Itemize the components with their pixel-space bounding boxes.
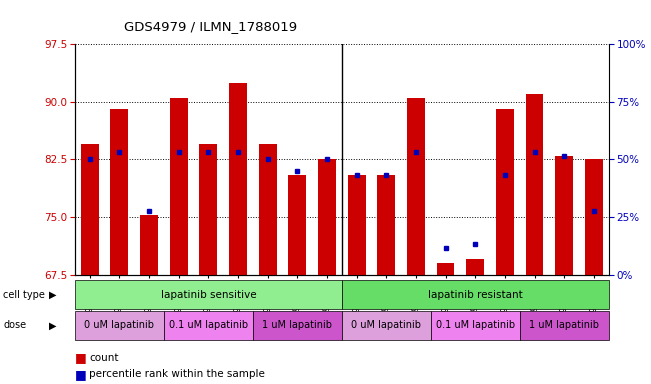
Bar: [437, 263, 454, 275]
Text: count: count: [89, 353, 118, 363]
Bar: [525, 94, 544, 275]
Text: 0.1 uM lapatinib: 0.1 uM lapatinib: [169, 320, 248, 331]
Text: cell type: cell type: [3, 290, 45, 300]
Bar: [431, 311, 519, 340]
Text: 0 uM lapatinib: 0 uM lapatinib: [352, 320, 421, 331]
Bar: [111, 109, 128, 275]
Bar: [199, 144, 217, 275]
Bar: [378, 175, 395, 275]
Text: ▶: ▶: [49, 290, 57, 300]
Text: ▶: ▶: [49, 320, 57, 331]
Text: 0 uM lapatinib: 0 uM lapatinib: [85, 320, 154, 331]
Bar: [164, 311, 253, 340]
Text: dose: dose: [3, 320, 27, 331]
Bar: [253, 311, 342, 340]
Bar: [229, 83, 247, 275]
Bar: [585, 159, 603, 275]
Bar: [140, 215, 158, 275]
Bar: [75, 280, 342, 309]
Bar: [519, 311, 609, 340]
Bar: [407, 98, 425, 275]
Bar: [318, 159, 336, 275]
Bar: [348, 175, 365, 275]
Bar: [75, 311, 164, 340]
Bar: [496, 109, 514, 275]
Bar: [342, 280, 609, 309]
Bar: [81, 144, 98, 275]
Text: GDS4979 / ILMN_1788019: GDS4979 / ILMN_1788019: [124, 20, 297, 33]
Bar: [170, 98, 187, 275]
Text: percentile rank within the sample: percentile rank within the sample: [89, 369, 265, 379]
Text: 1 uM lapatinib: 1 uM lapatinib: [529, 320, 599, 331]
Text: 0.1 uM lapatinib: 0.1 uM lapatinib: [436, 320, 515, 331]
Bar: [258, 144, 277, 275]
Text: ■: ■: [75, 368, 87, 381]
Bar: [466, 259, 484, 275]
Text: lapatinib resistant: lapatinib resistant: [428, 290, 523, 300]
Bar: [555, 156, 573, 275]
Text: ■: ■: [75, 351, 87, 364]
Bar: [342, 311, 431, 340]
Text: lapatinib sensitive: lapatinib sensitive: [161, 290, 256, 300]
Bar: [288, 175, 306, 275]
Text: 1 uM lapatinib: 1 uM lapatinib: [262, 320, 332, 331]
